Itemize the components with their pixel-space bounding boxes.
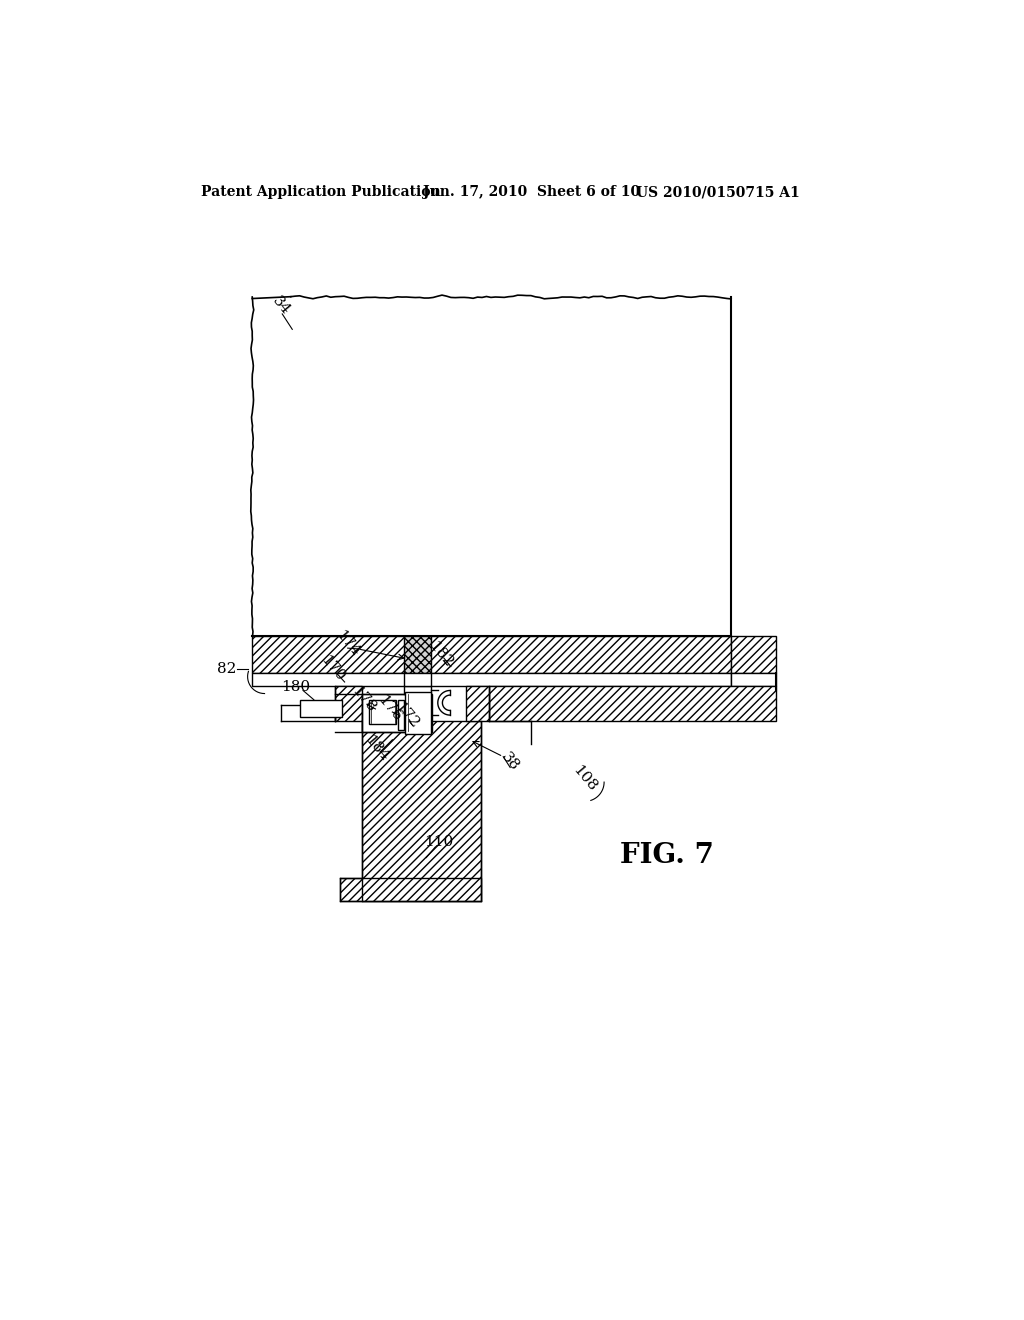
Text: 172: 172 [391,700,421,731]
Bar [370,700,396,725]
Bar [397,700,403,730]
Text: 108: 108 [570,763,600,793]
Bar [406,692,431,734]
Wedge shape [442,696,451,710]
Bar [488,686,776,721]
Bar [731,636,776,673]
Text: 170: 170 [317,653,347,685]
Text: 34: 34 [269,294,292,318]
Bar [335,686,361,721]
Bar [252,636,731,673]
Bar [403,673,431,686]
Text: 110: 110 [424,836,454,849]
Bar [361,693,432,733]
Bar [340,878,481,902]
Text: 82: 82 [217,661,237,676]
Bar [403,636,431,673]
Text: 178: 178 [349,684,379,715]
Text: US 2010/0150715 A1: US 2010/0150715 A1 [636,185,800,199]
Text: 180: 180 [282,680,310,694]
Text: 174: 174 [333,628,362,659]
Text: Patent Application Publication: Patent Application Publication [202,185,441,199]
Bar [466,686,488,721]
Bar [252,297,731,636]
Text: 184: 184 [362,733,392,764]
Text: 176: 176 [375,693,404,723]
Bar [252,673,731,686]
Bar [731,673,776,686]
Bar [361,721,481,902]
Text: 38: 38 [499,750,521,774]
Text: Jun. 17, 2010  Sheet 6 of 10: Jun. 17, 2010 Sheet 6 of 10 [423,185,640,199]
Text: 182: 182 [426,639,456,671]
Text: FIG. 7: FIG. 7 [620,842,714,869]
Bar [300,700,342,717]
